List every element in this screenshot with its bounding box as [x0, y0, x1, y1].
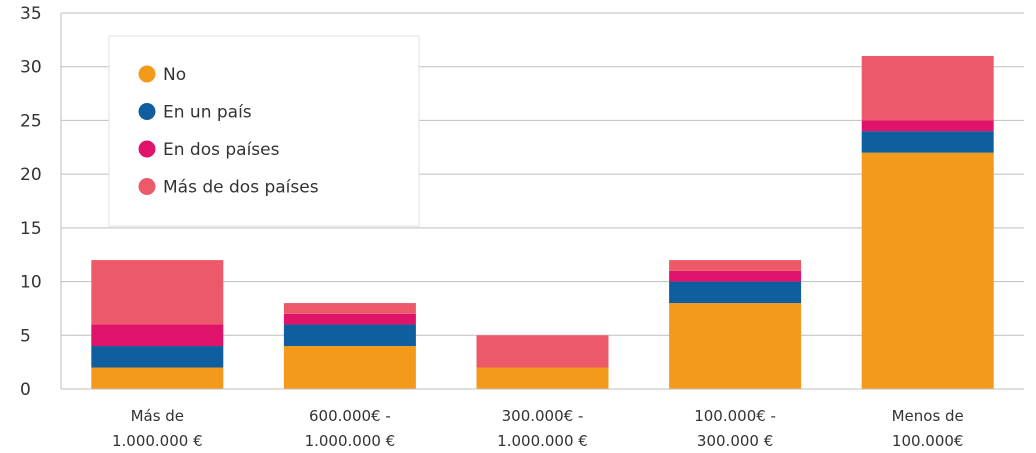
legend-label: No [163, 65, 186, 85]
legend-box [108, 35, 420, 227]
bar-segment-3 [91, 260, 224, 325]
legend-label: En un país [163, 103, 252, 123]
x-tick-label: 600.000€ - [309, 407, 391, 425]
bar-segment-0 [669, 303, 802, 389]
x-tick-label: 300.000 € [697, 432, 773, 450]
bar-segment-0 [476, 367, 609, 389]
y-tick-label: 20 [20, 165, 42, 185]
y-tick-label: 25 [20, 111, 42, 131]
y-tick-label: 35 [20, 4, 42, 24]
y-tick-label: 10 [20, 273, 42, 293]
x-tick-label: 1.000.000 € [112, 432, 203, 450]
bar-segment-1 [669, 281, 802, 304]
legend-marker [138, 178, 156, 195]
bar-segment-0 [861, 152, 994, 389]
legend: No En un país En dos países Más de dos país… [108, 35, 420, 227]
legend-marker [138, 103, 156, 120]
x-tick-label: Menos de [892, 407, 964, 425]
x-tick-label: 100.000€ [892, 432, 964, 450]
x-axis: Más de 1.000.000 € 600.000€ - 1.000.000 € 30… [61, 388, 1024, 450]
bar-segment-3 [861, 55, 994, 121]
x-tick-label: 100.000€ - [694, 407, 776, 425]
legend-marker [138, 65, 156, 83]
y-axis: 0 5 10 15 20 25 30 35 [20, 4, 62, 400]
bar-segment-2 [283, 313, 416, 325]
bar-segment-3 [476, 335, 609, 368]
y-tick-label: 15 [20, 219, 42, 239]
bar-segment-1 [283, 324, 416, 347]
bar-segment-2 [91, 324, 224, 347]
bar-segment-1 [91, 346, 224, 368]
y-tick-label: 5 [20, 326, 31, 346]
bar-segment-0 [91, 367, 224, 389]
y-tick-label: 0 [20, 380, 31, 400]
bar-segment-2 [861, 120, 994, 132]
legend-marker [138, 140, 156, 158]
legend-label: Más de dos países [163, 178, 319, 198]
bar-segment-1 [861, 131, 994, 153]
x-tick-label: 300.000€ - [502, 407, 584, 425]
bar-segment-3 [283, 303, 416, 314]
x-tick-label: Más de [131, 407, 184, 425]
y-tick-label: 30 [20, 58, 42, 78]
bars [91, 55, 994, 389]
x-tick-label: 1.000.000 € [305, 432, 396, 450]
bar-segment-2 [669, 270, 802, 282]
bar-segment-0 [283, 346, 416, 389]
bar-segment-3 [669, 260, 802, 271]
legend-label: En dos países [163, 140, 280, 160]
x-tick-label: 1.000.000 € [497, 432, 588, 450]
